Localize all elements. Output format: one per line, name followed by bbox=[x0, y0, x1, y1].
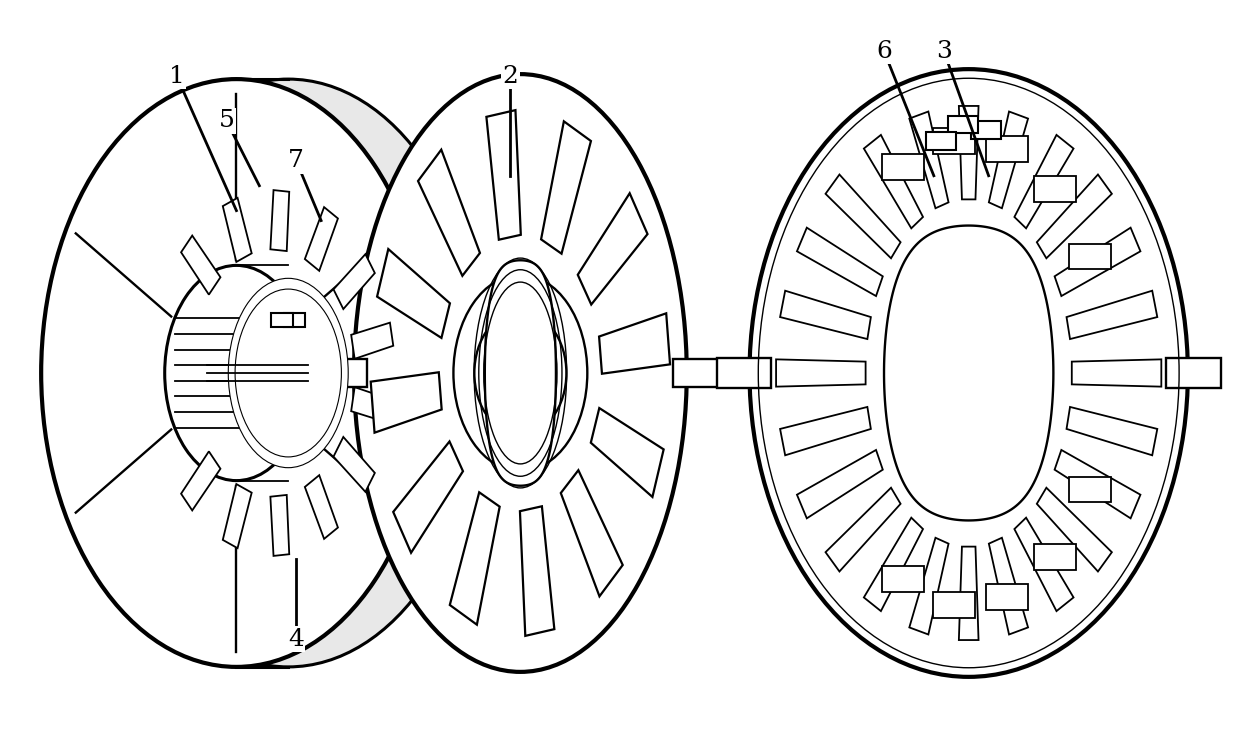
Polygon shape bbox=[334, 254, 374, 309]
Polygon shape bbox=[351, 387, 393, 423]
Bar bbox=[971, 121, 1001, 139]
Polygon shape bbox=[450, 492, 500, 624]
Bar bbox=[1034, 177, 1075, 202]
Polygon shape bbox=[909, 538, 949, 635]
Polygon shape bbox=[1014, 518, 1074, 611]
Polygon shape bbox=[1071, 360, 1162, 386]
Bar bbox=[986, 584, 1028, 610]
Polygon shape bbox=[486, 110, 521, 239]
Polygon shape bbox=[988, 538, 1028, 635]
Polygon shape bbox=[1014, 135, 1074, 228]
Ellipse shape bbox=[165, 266, 309, 480]
Ellipse shape bbox=[217, 266, 360, 480]
Text: 3: 3 bbox=[936, 40, 952, 63]
Polygon shape bbox=[181, 451, 221, 510]
Polygon shape bbox=[797, 228, 883, 296]
Polygon shape bbox=[797, 450, 883, 518]
Bar bbox=[949, 116, 978, 134]
Polygon shape bbox=[826, 488, 900, 571]
Polygon shape bbox=[1066, 407, 1157, 455]
Text: 6: 6 bbox=[877, 40, 892, 63]
Ellipse shape bbox=[236, 289, 341, 457]
Polygon shape bbox=[541, 122, 591, 254]
Polygon shape bbox=[959, 106, 978, 199]
Text: 1: 1 bbox=[169, 65, 185, 87]
Polygon shape bbox=[485, 260, 556, 486]
Polygon shape bbox=[418, 150, 480, 276]
Polygon shape bbox=[520, 507, 554, 636]
Polygon shape bbox=[270, 495, 289, 556]
Polygon shape bbox=[578, 193, 647, 304]
Ellipse shape bbox=[454, 275, 588, 471]
Bar bbox=[284, 313, 305, 327]
Polygon shape bbox=[780, 291, 870, 339]
Text: 5: 5 bbox=[218, 110, 234, 133]
Bar bbox=[934, 592, 975, 618]
Polygon shape bbox=[351, 323, 393, 359]
Polygon shape bbox=[371, 372, 441, 433]
Bar bbox=[882, 154, 924, 181]
Polygon shape bbox=[560, 470, 622, 596]
Ellipse shape bbox=[93, 79, 484, 667]
Polygon shape bbox=[305, 207, 339, 271]
Polygon shape bbox=[223, 484, 252, 548]
Polygon shape bbox=[864, 135, 923, 228]
Text: 7: 7 bbox=[288, 149, 304, 172]
Polygon shape bbox=[181, 236, 221, 295]
Polygon shape bbox=[959, 547, 978, 640]
Ellipse shape bbox=[228, 278, 348, 468]
Polygon shape bbox=[780, 407, 870, 455]
Polygon shape bbox=[270, 190, 289, 251]
Bar bbox=[673, 359, 722, 387]
Bar bbox=[934, 128, 975, 154]
Polygon shape bbox=[1037, 175, 1112, 258]
Polygon shape bbox=[776, 360, 866, 386]
Polygon shape bbox=[1066, 291, 1157, 339]
Polygon shape bbox=[599, 313, 670, 374]
Ellipse shape bbox=[475, 311, 567, 435]
Polygon shape bbox=[377, 249, 450, 338]
Polygon shape bbox=[1037, 488, 1112, 571]
Ellipse shape bbox=[41, 79, 432, 667]
Polygon shape bbox=[305, 475, 339, 539]
Bar bbox=[320, 359, 367, 387]
Polygon shape bbox=[909, 111, 949, 208]
Bar bbox=[717, 358, 771, 388]
Text: 2: 2 bbox=[502, 65, 518, 87]
Bar bbox=[1166, 358, 1220, 388]
Polygon shape bbox=[223, 198, 252, 262]
Polygon shape bbox=[988, 111, 1028, 208]
Bar bbox=[986, 136, 1028, 162]
Polygon shape bbox=[393, 442, 463, 553]
Polygon shape bbox=[826, 175, 900, 258]
Bar bbox=[926, 132, 956, 150]
Polygon shape bbox=[884, 225, 1054, 521]
Polygon shape bbox=[590, 408, 663, 497]
Bar bbox=[1069, 243, 1111, 269]
Polygon shape bbox=[1054, 228, 1141, 296]
Bar bbox=[882, 565, 924, 592]
Polygon shape bbox=[1054, 450, 1141, 518]
Bar bbox=[272, 313, 293, 327]
Polygon shape bbox=[864, 518, 923, 611]
Text: 4: 4 bbox=[288, 627, 304, 651]
Polygon shape bbox=[334, 437, 374, 492]
Ellipse shape bbox=[353, 74, 687, 672]
Bar bbox=[1034, 544, 1075, 569]
Ellipse shape bbox=[749, 69, 1188, 677]
Bar bbox=[1069, 477, 1111, 503]
